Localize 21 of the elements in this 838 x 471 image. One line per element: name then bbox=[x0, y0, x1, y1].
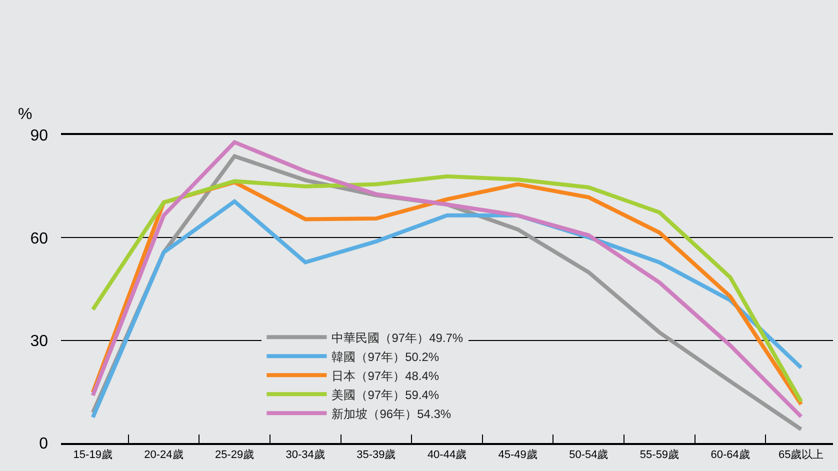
legend-label: 新加坡（96年）54.3% bbox=[332, 406, 452, 421]
x-tick-label: 15-19歲 bbox=[73, 448, 112, 461]
y-tick-label: 60 bbox=[30, 230, 48, 248]
y-tick-label: 30 bbox=[30, 332, 48, 350]
x-tick-label: 60-64歲 bbox=[710, 448, 750, 461]
x-tick-label: 65歲以上 bbox=[778, 448, 824, 461]
x-tick-label: 25-29歲 bbox=[214, 448, 254, 461]
x-tick-label: 55-59歲 bbox=[640, 448, 680, 461]
x-tick-label: 35-39歲 bbox=[356, 448, 396, 461]
legend-label: 韓國（97年）50.2% bbox=[332, 350, 440, 364]
y-tick-label: 0 bbox=[39, 436, 48, 453]
legend-label: 美國（97年）59.4% bbox=[332, 388, 440, 402]
y-axis-title: % bbox=[18, 106, 32, 123]
x-tick-label: 50-54歲 bbox=[569, 448, 608, 461]
legend-label: 中華民國（97年）49.7% bbox=[332, 330, 464, 345]
x-tick-label: 40-44歲 bbox=[427, 448, 467, 461]
x-tick-label: 30-34歲 bbox=[286, 448, 325, 461]
x-tick-label: 45-49歲 bbox=[498, 448, 538, 461]
y-tick-label: 90 bbox=[30, 128, 48, 145]
x-tick-label: 20-24歲 bbox=[144, 448, 184, 461]
legend-label: 日本（97年）48.4% bbox=[332, 368, 440, 383]
